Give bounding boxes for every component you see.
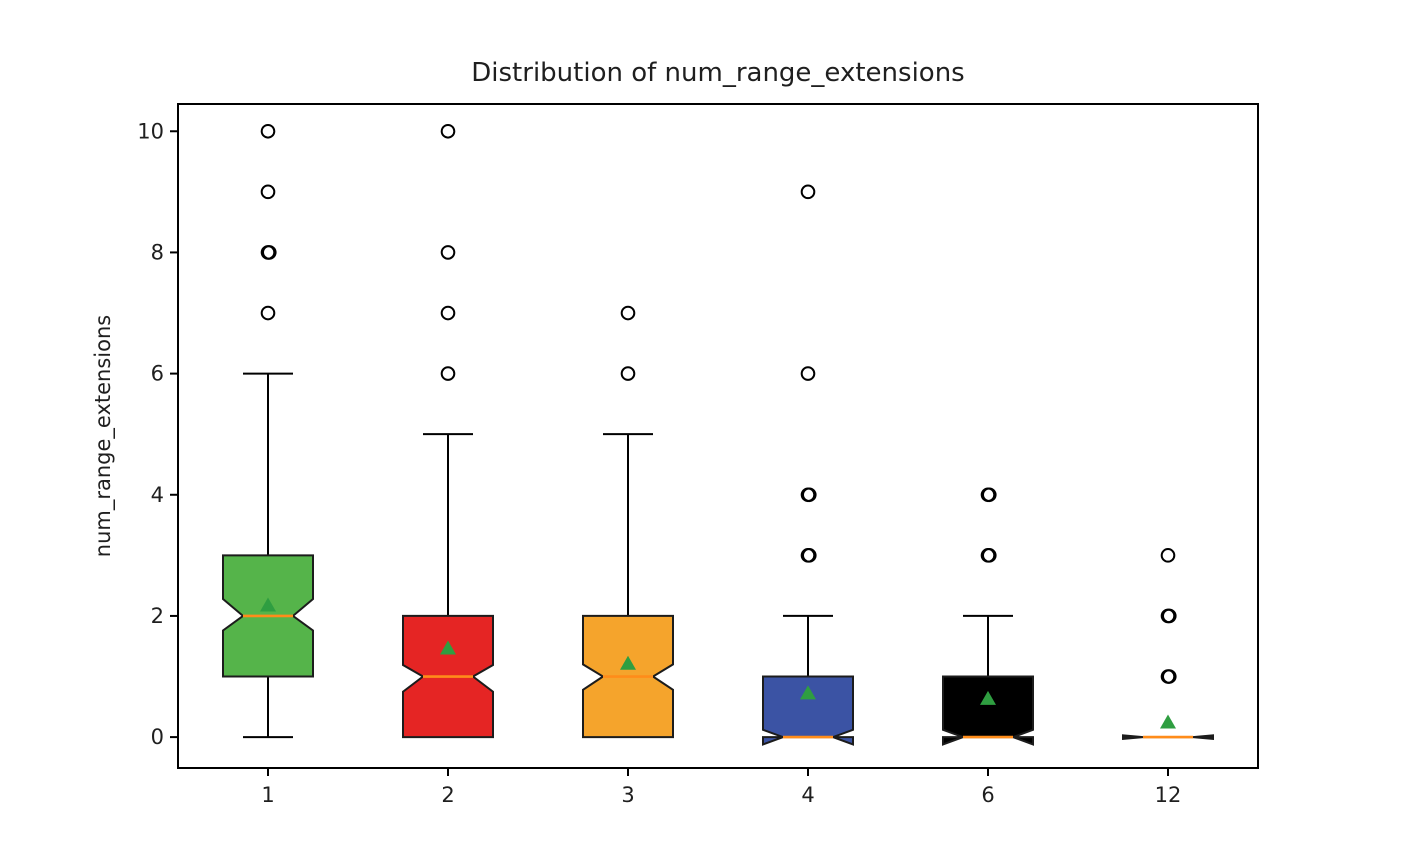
mean-marker [980, 690, 996, 705]
outlier-marker [260, 123, 276, 139]
x-tick-label: 1 [261, 783, 274, 807]
outlier-marker [982, 548, 997, 563]
outlier-marker [800, 366, 816, 381]
mean-marker [440, 640, 456, 655]
mean-marker [800, 685, 816, 700]
y-tick-label: 2 [151, 604, 164, 628]
y-tick-label: 8 [151, 240, 164, 264]
outlier-marker [800, 184, 816, 200]
outlier-marker [1160, 548, 1176, 563]
mean-marker [260, 597, 276, 612]
mean-marker [1160, 714, 1176, 729]
y-tick-label: 6 [151, 362, 164, 386]
box-4 [762, 675, 854, 746]
outlier-marker [802, 487, 817, 503]
outlier-marker [1162, 669, 1177, 684]
x-tick-label: 6 [981, 783, 994, 807]
outlier-marker [260, 184, 276, 200]
plot-frame [177, 103, 1259, 769]
outlier-marker [440, 245, 456, 260]
outlier-marker [260, 305, 276, 321]
y-tick-label: 4 [151, 483, 164, 507]
mean-marker [620, 655, 636, 670]
outlier-marker [802, 548, 817, 563]
box-12 [1122, 734, 1214, 740]
outlier-marker [440, 123, 456, 139]
x-tick-label: 4 [801, 783, 814, 807]
box-6 [942, 675, 1034, 746]
outlier-marker [620, 305, 636, 321]
x-tick-label: 2 [441, 783, 454, 807]
outlier-marker [440, 305, 456, 321]
outlier-marker [262, 245, 277, 260]
y-tick-label: 0 [151, 725, 164, 749]
chart-title: Distribution of num_range_extensions [471, 58, 965, 88]
outlier-marker [440, 366, 456, 381]
x-tick-label: 3 [621, 783, 634, 807]
x-tick-label: 12 [1155, 783, 1182, 807]
outlier-marker [1162, 608, 1177, 624]
y-tick-label: 10 [137, 119, 164, 143]
outlier-marker [620, 366, 636, 381]
outlier-marker [982, 487, 997, 503]
